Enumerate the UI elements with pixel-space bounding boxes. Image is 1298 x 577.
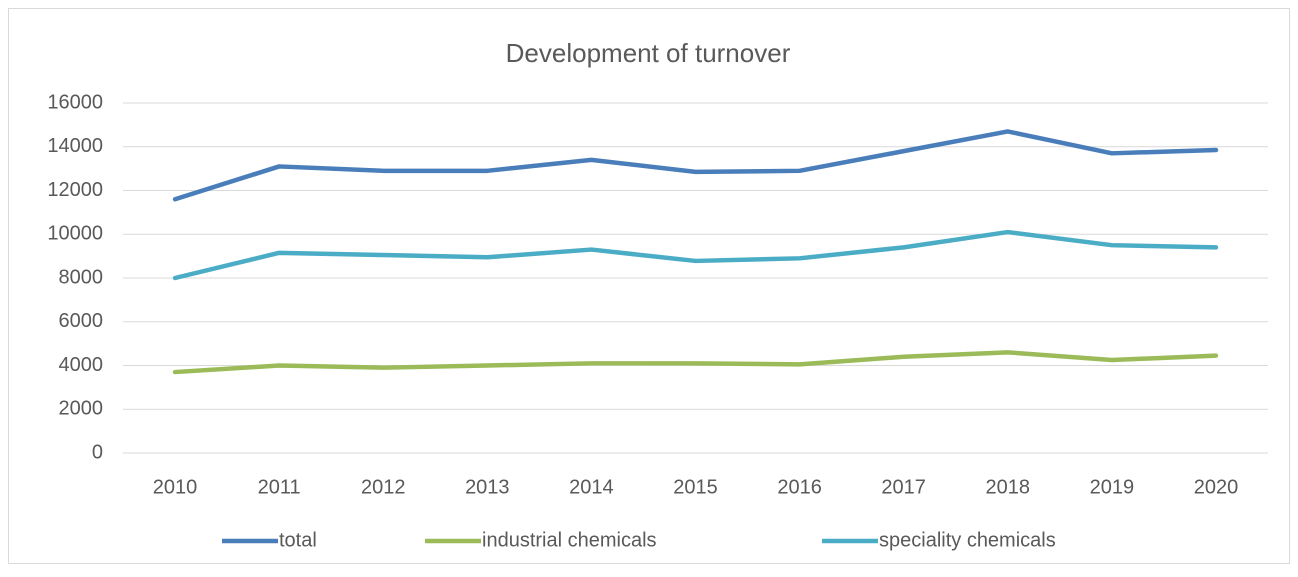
x-tick-label: 2014 <box>569 476 614 498</box>
x-tick-label: 2020 <box>1194 476 1239 498</box>
chart-frame <box>8 8 1290 564</box>
chart-title: Development of turnover <box>506 38 791 68</box>
legend-label: speciality chemicals <box>879 529 1056 551</box>
series-line <box>172 129 1219 202</box>
y-tick-label: 10000 <box>47 223 103 245</box>
y-tick-label: 14000 <box>47 135 103 157</box>
y-tick-label: 8000 <box>59 266 104 288</box>
series-line <box>172 229 1219 281</box>
y-tick-label: 16000 <box>47 91 103 113</box>
legend-label: total <box>279 529 317 551</box>
x-tick-label: 2010 <box>153 476 198 498</box>
legend-label: industrial chemicals <box>482 529 657 551</box>
y-tick-label: 2000 <box>59 398 104 420</box>
x-tick-label: 2011 <box>258 476 301 498</box>
y-tick-label: 6000 <box>59 310 104 332</box>
y-tick-label: 12000 <box>47 179 103 201</box>
x-tick-label: 2019 <box>1090 476 1135 498</box>
x-tick-label: 2015 <box>673 476 718 498</box>
y-tick-label: 4000 <box>59 354 104 376</box>
x-tick-label: 2018 <box>986 476 1031 498</box>
x-tick-label: 2016 <box>777 476 822 498</box>
y-tick-label: 0 <box>92 441 103 463</box>
series-line <box>172 350 1219 375</box>
x-tick-label: 2017 <box>881 476 926 498</box>
x-tick-label: 2012 <box>361 476 406 498</box>
x-tick-label: 2013 <box>465 476 510 498</box>
